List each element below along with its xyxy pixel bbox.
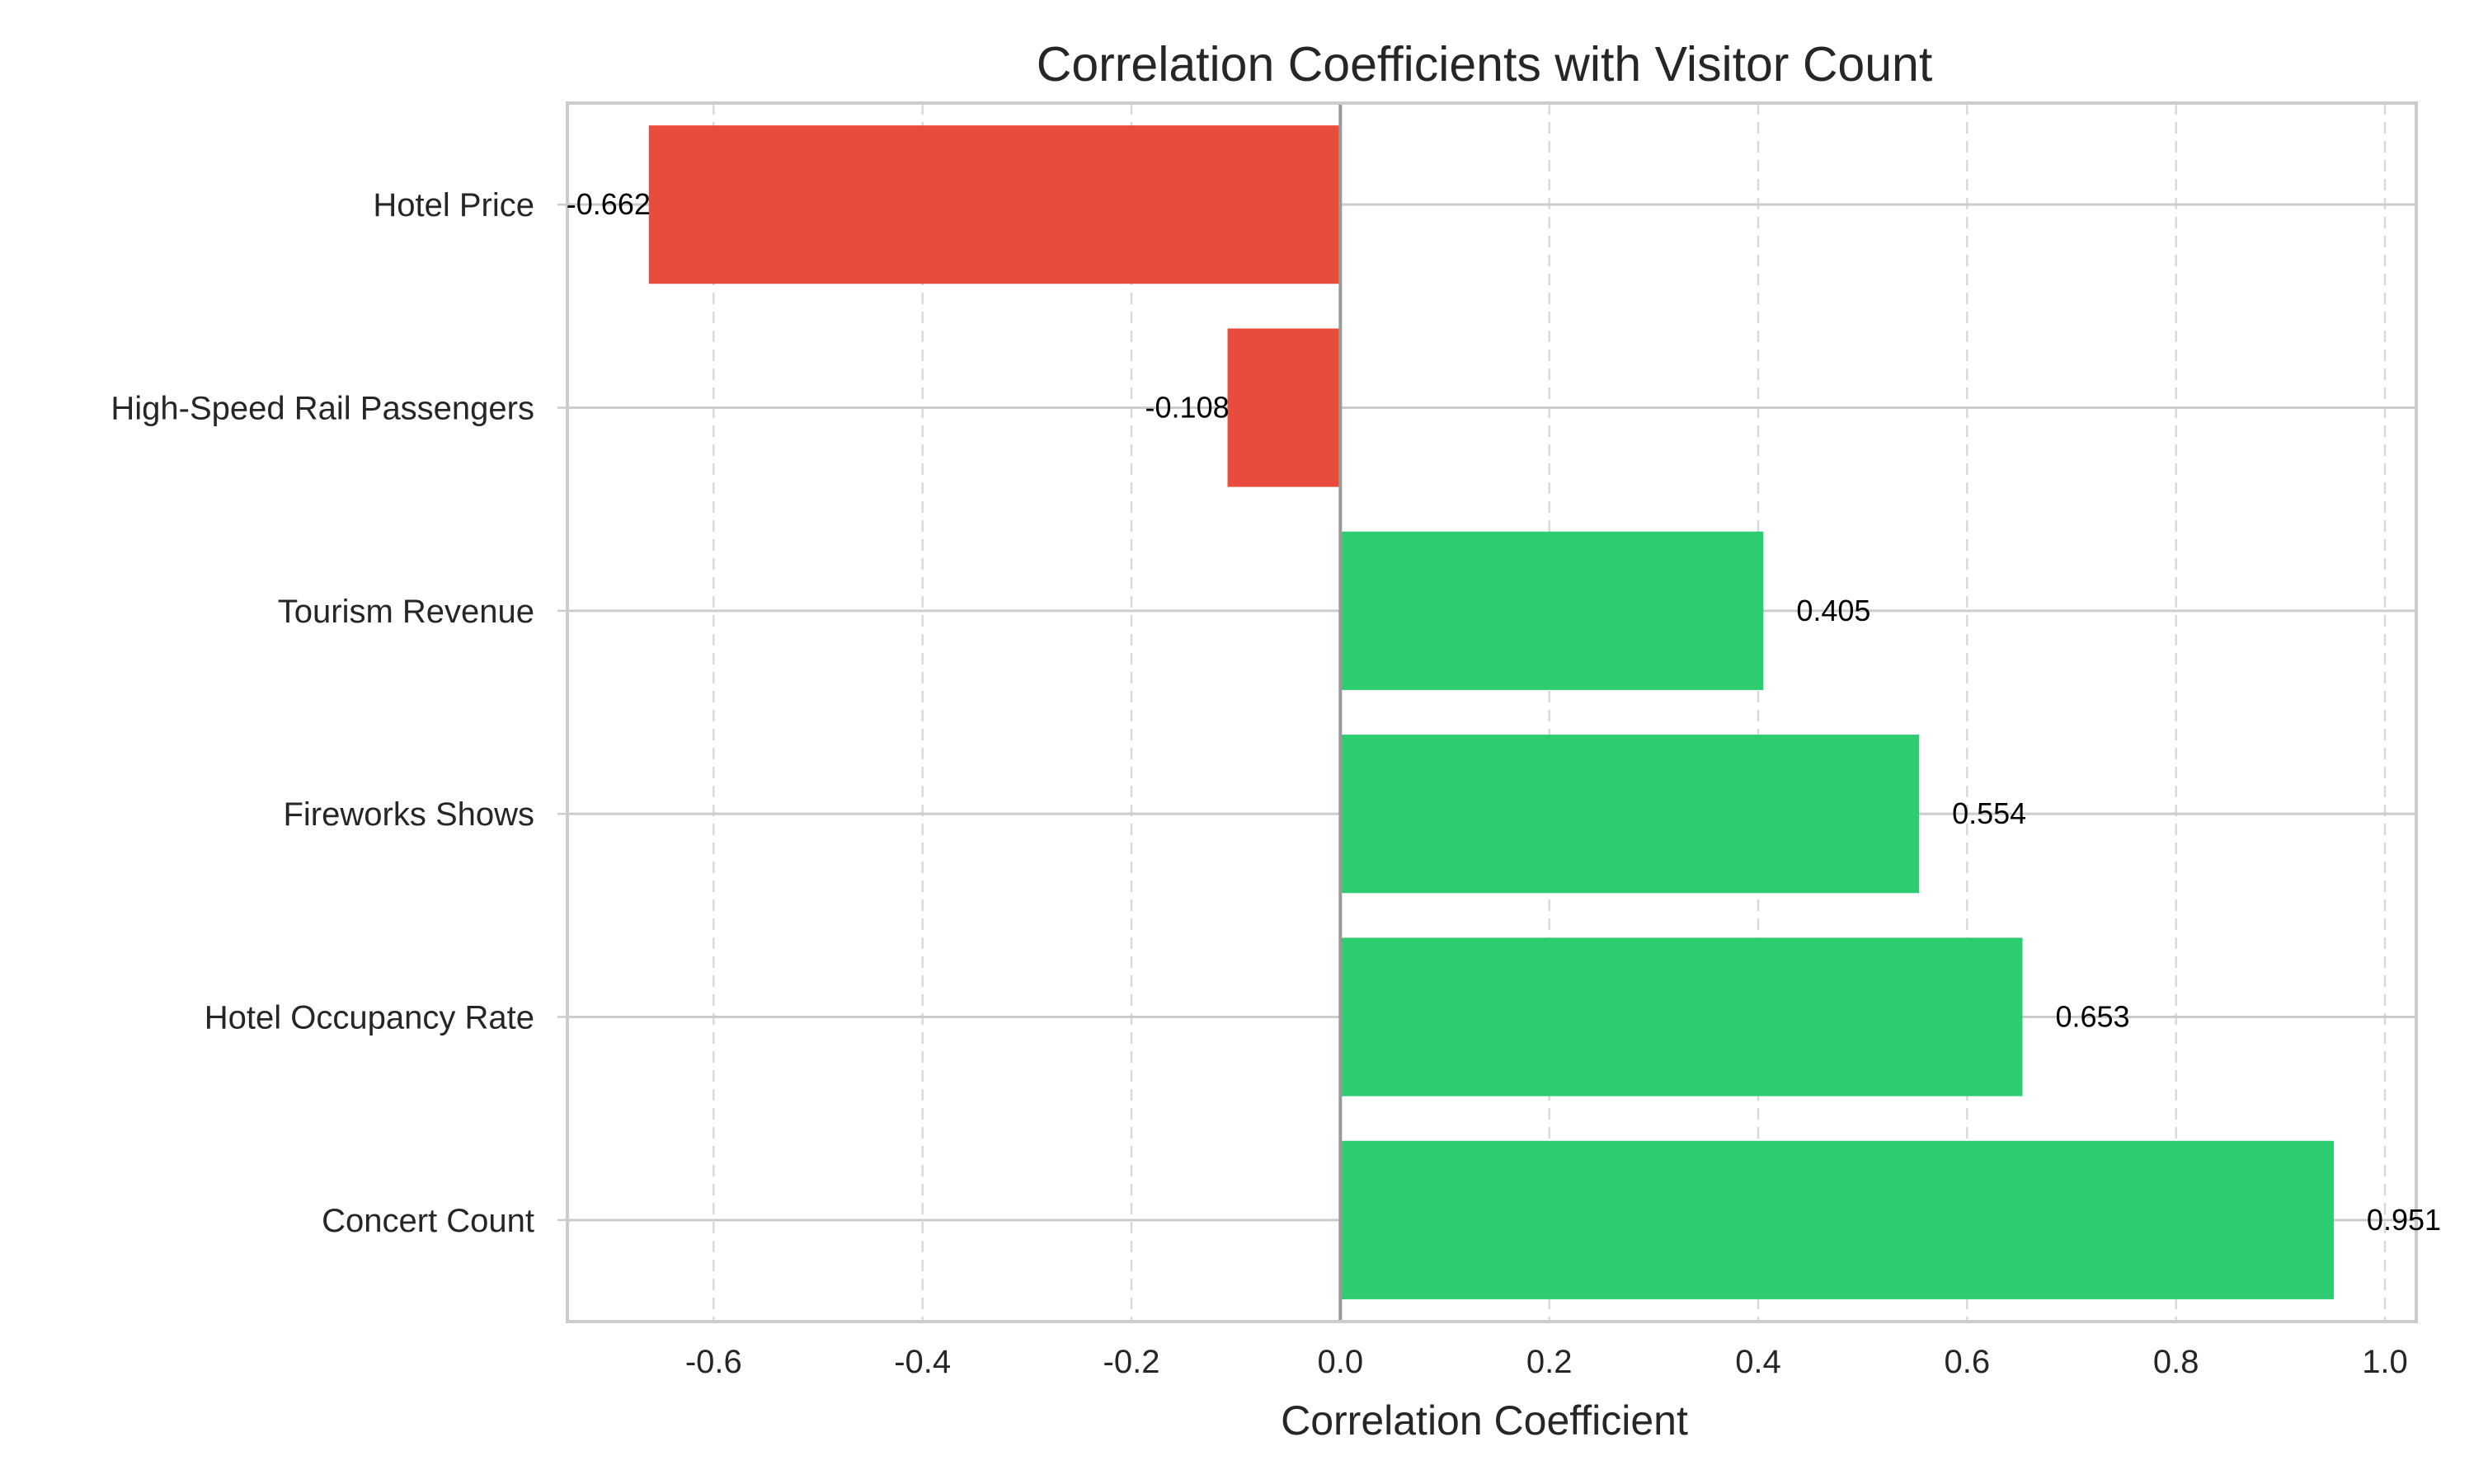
bar xyxy=(1340,531,1764,690)
x-tick-label: 0.2 xyxy=(1526,1344,1573,1380)
bar-value-label: 0.951 xyxy=(2367,1203,2441,1237)
y-tick-label: Tourism Revenue xyxy=(278,594,534,630)
x-tick-label: 1.0 xyxy=(2362,1344,2408,1380)
bar-value-label: 0.653 xyxy=(2055,1000,2129,1034)
x-tick-label: -0.6 xyxy=(685,1344,742,1380)
bar-value-label: -0.108 xyxy=(1145,391,1230,425)
y-tick-label: Hotel Price xyxy=(373,187,534,223)
chart-title: Correlation Coefficients with Visitor Co… xyxy=(1037,37,1933,92)
x-tick-label: -0.2 xyxy=(1103,1344,1160,1380)
bar-value-label: -0.662 xyxy=(567,187,651,221)
bar-value-label: 0.554 xyxy=(1952,796,2026,830)
x-tick-label: -0.4 xyxy=(894,1344,951,1380)
plot-frame xyxy=(566,101,2418,1323)
x-tick-label: 0.4 xyxy=(1735,1344,1781,1380)
x-tick-label: 0.6 xyxy=(1945,1344,1991,1380)
bars xyxy=(648,125,2334,1299)
x-gridlines xyxy=(713,103,2387,1322)
y-tick-label: Fireworks Shows xyxy=(283,796,534,833)
y-axis-tick-labels: Concert Count Hotel Occupancy Rate Firewor… xyxy=(111,187,534,1239)
x-tick-label: 0.0 xyxy=(1318,1344,1364,1380)
x-tick-label: 0.8 xyxy=(2153,1344,2199,1380)
y-tick-label: Concert Count xyxy=(322,1203,534,1239)
bar xyxy=(1340,735,1920,894)
bar xyxy=(1340,1140,2334,1299)
bar xyxy=(648,125,1341,284)
y-tick-label: Hotel Occupancy Rate xyxy=(205,1000,534,1036)
x-axis-label: Correlation Coefficient xyxy=(1281,1397,1688,1444)
bar xyxy=(1227,328,1341,487)
bar-value-label: 0.405 xyxy=(1796,594,1870,627)
value-labels: 0.951 0.653 0.554 0.405 -0.108 -0.662 xyxy=(567,187,2441,1237)
bar xyxy=(1340,937,2023,1097)
y-tick-label: High-Speed Rail Passengers xyxy=(111,391,534,427)
x-axis-tick-labels: -0.6 -0.4 -0.2 0.0 0.2 0.4 0.6 0.8 1.0 xyxy=(685,1344,2408,1380)
